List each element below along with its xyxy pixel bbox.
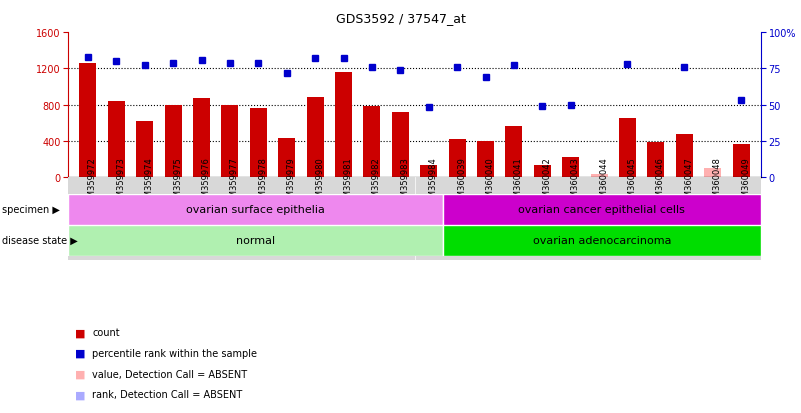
Bar — [307, 98, 324, 178]
Text: ovarian cancer epithelial cells: ovarian cancer epithelial cells — [518, 204, 686, 215]
Text: GSM360049: GSM360049 — [741, 157, 750, 207]
Text: GSM359980: GSM359980 — [315, 157, 324, 207]
Text: GSM359978: GSM359978 — [259, 157, 268, 207]
Text: GSM359982: GSM359982 — [372, 157, 381, 207]
Bar — [619, 119, 636, 178]
Bar — [136, 121, 153, 178]
Text: GSM360048: GSM360048 — [713, 157, 722, 207]
Bar — [250, 109, 267, 178]
Text: specimen ▶: specimen ▶ — [2, 204, 59, 215]
Bar — [108, 102, 125, 178]
Text: GSM359984: GSM359984 — [429, 157, 437, 207]
Bar — [443, 194, 761, 225]
Bar — [647, 142, 664, 178]
Text: GSM359973: GSM359973 — [116, 157, 126, 207]
Bar — [477, 142, 494, 178]
Text: ■: ■ — [74, 369, 86, 379]
Bar — [335, 73, 352, 178]
Text: ■: ■ — [74, 328, 86, 337]
Text: GSM359979: GSM359979 — [287, 157, 296, 207]
Bar — [68, 225, 443, 256]
Text: GSM360043: GSM360043 — [570, 157, 580, 207]
Text: GSM359977: GSM359977 — [230, 157, 239, 207]
Text: rank, Detection Call = ABSENT: rank, Detection Call = ABSENT — [92, 389, 243, 399]
Bar — [221, 105, 239, 178]
Text: GSM360041: GSM360041 — [514, 157, 523, 207]
Bar — [443, 225, 761, 256]
Bar — [193, 99, 210, 178]
Text: GDS3592 / 37547_at: GDS3592 / 37547_at — [336, 12, 465, 25]
Text: ovarian surface epithelia: ovarian surface epithelia — [186, 204, 325, 215]
Text: value, Detection Call = ABSENT: value, Detection Call = ABSENT — [92, 369, 248, 379]
Text: GSM360042: GSM360042 — [542, 157, 551, 207]
Text: GSM359974: GSM359974 — [145, 157, 154, 207]
Bar — [562, 158, 579, 178]
Text: GSM359972: GSM359972 — [88, 157, 97, 207]
Text: GSM359981: GSM359981 — [344, 157, 352, 207]
Text: GSM360046: GSM360046 — [656, 157, 665, 207]
Text: ovarian adenocarcinoma: ovarian adenocarcinoma — [533, 235, 671, 246]
Text: GSM359975: GSM359975 — [173, 157, 182, 207]
Text: GSM360039: GSM360039 — [457, 157, 466, 207]
Text: ■: ■ — [74, 348, 86, 358]
Bar — [733, 145, 750, 178]
Text: GSM359976: GSM359976 — [202, 157, 211, 207]
Bar — [392, 113, 409, 178]
Bar — [449, 140, 465, 178]
Text: GSM360040: GSM360040 — [485, 157, 494, 207]
Bar — [165, 106, 182, 178]
Bar — [278, 139, 296, 178]
Text: GSM360044: GSM360044 — [599, 157, 608, 207]
Text: GSM359983: GSM359983 — [400, 157, 409, 207]
Text: disease state ▶: disease state ▶ — [2, 235, 78, 246]
Bar — [704, 168, 721, 178]
Bar — [533, 166, 551, 178]
Bar — [421, 166, 437, 178]
Text: GSM360045: GSM360045 — [627, 157, 637, 207]
Bar — [505, 127, 522, 178]
Text: GSM360047: GSM360047 — [684, 157, 694, 207]
Bar — [68, 194, 443, 225]
Text: count: count — [92, 328, 119, 337]
Bar — [676, 134, 693, 178]
Bar — [364, 107, 380, 178]
Bar — [590, 175, 608, 178]
Bar — [79, 64, 96, 178]
Text: percentile rank within the sample: percentile rank within the sample — [92, 348, 257, 358]
Text: ■: ■ — [74, 389, 86, 399]
Text: normal: normal — [236, 235, 275, 246]
